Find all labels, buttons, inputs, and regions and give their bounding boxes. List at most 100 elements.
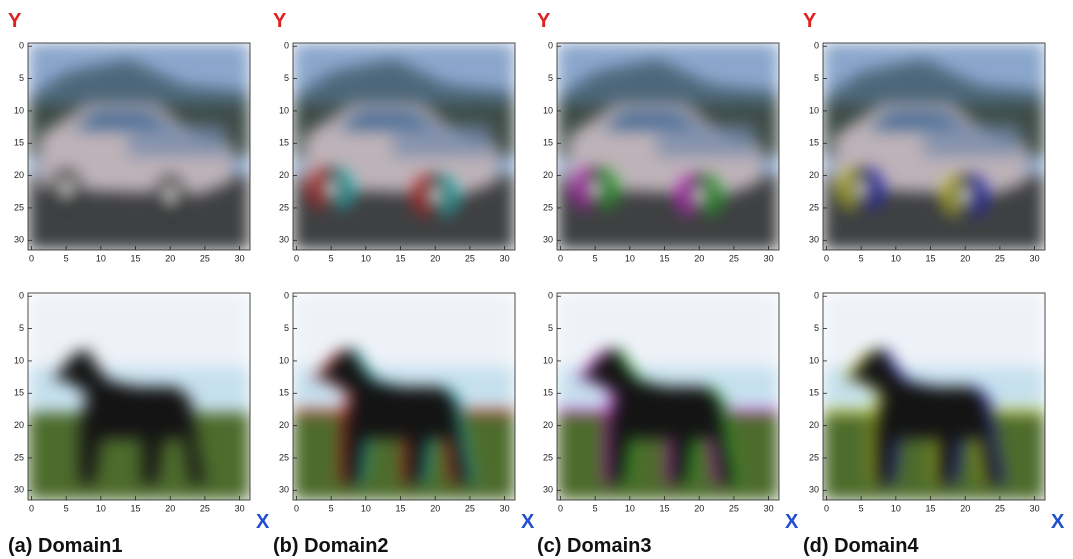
y-tick-label: 15 — [14, 138, 24, 148]
x-tick-label: 25 — [995, 253, 1005, 263]
y-tick-label: 15 — [14, 388, 24, 398]
y-tick-label: 0 — [284, 41, 289, 51]
x-tick-label: 15 — [396, 503, 406, 513]
x-tick-label: 15 — [131, 503, 141, 513]
hub — [428, 182, 442, 208]
y-tick-label: 0 — [548, 291, 553, 301]
x-tick-label: 5 — [64, 503, 69, 513]
y-tick-label: 30 — [543, 235, 553, 245]
hub — [854, 176, 868, 202]
y-axis-label: Y — [8, 10, 22, 32]
x-tick-label: 30 — [1030, 253, 1040, 263]
x-tick-label: 15 — [660, 503, 670, 513]
y-tick-label: 10 — [279, 105, 289, 115]
x-tick-label: 0 — [558, 253, 563, 263]
image — [28, 43, 250, 250]
x-tick-label: 5 — [859, 503, 864, 513]
x-tick-label: 10 — [96, 503, 106, 513]
car-side — [394, 124, 491, 156]
x-axis-label: X — [521, 511, 535, 533]
x-tick-label: 25 — [200, 253, 210, 263]
caption: (a) Domain1 — [8, 535, 122, 557]
y-tick-label: 25 — [279, 452, 289, 462]
y-tick-label: 20 — [543, 420, 553, 430]
y-tick-label: 30 — [279, 235, 289, 245]
x-tick-label: 5 — [593, 253, 598, 263]
y-tick-label: 5 — [548, 73, 553, 83]
y-tick-label: 5 — [284, 323, 289, 333]
y-tick-label: 30 — [279, 485, 289, 495]
y-tick-label: 25 — [279, 202, 289, 212]
x-tick-label: 25 — [465, 503, 475, 513]
y-tick-label: 5 — [19, 73, 24, 83]
y-tick-label: 30 — [809, 235, 819, 245]
image-panel — [557, 293, 779, 500]
hub — [59, 176, 73, 202]
y-tick-label: 5 — [284, 73, 289, 83]
y-tick-label: 15 — [279, 388, 289, 398]
y-tick-label: 10 — [14, 355, 24, 365]
image-panel — [823, 43, 1045, 250]
x-axis-label: X — [785, 511, 799, 533]
y-tick-label: 5 — [814, 323, 819, 333]
x-tick-label: 20 — [430, 253, 440, 263]
y-tick-label: 0 — [19, 291, 24, 301]
y-tick-label: 10 — [809, 105, 819, 115]
x-tick-label: 10 — [625, 503, 635, 513]
x-tick-label: 20 — [430, 503, 440, 513]
x-tick-label: 25 — [729, 503, 739, 513]
y-tick-label: 15 — [809, 138, 819, 148]
x-tick-label: 5 — [593, 503, 598, 513]
y-tick-label: 20 — [14, 420, 24, 430]
x-tick-label: 25 — [465, 253, 475, 263]
hub — [692, 182, 706, 208]
y-tick-label: 20 — [809, 420, 819, 430]
y-tick-label: 15 — [279, 138, 289, 148]
y-tick-label: 0 — [284, 291, 289, 301]
y-tick-label: 25 — [14, 452, 24, 462]
x-tick-label: 0 — [824, 503, 829, 513]
x-tick-label: 10 — [891, 253, 901, 263]
x-tick-label: 15 — [660, 253, 670, 263]
x-tick-label: 10 — [625, 253, 635, 263]
y-tick-label: 10 — [809, 355, 819, 365]
x-tick-label: 20 — [165, 503, 175, 513]
x-tick-label: 0 — [824, 253, 829, 263]
x-tick-label: 20 — [694, 253, 704, 263]
y-tick-label: 0 — [814, 291, 819, 301]
y-axis-label: Y — [273, 10, 287, 32]
y-tick-label: 25 — [543, 202, 553, 212]
image — [293, 43, 515, 250]
caption: (d) Domain4 — [803, 535, 919, 557]
y-axis-label: Y — [537, 10, 551, 32]
y-tick-label: 25 — [809, 452, 819, 462]
y-tick-label: 25 — [14, 202, 24, 212]
y-tick-label: 30 — [543, 485, 553, 495]
x-tick-label: 5 — [859, 253, 864, 263]
caption: (c) Domain3 — [537, 535, 651, 557]
y-tick-label: 5 — [814, 73, 819, 83]
caption: (b) Domain2 — [273, 535, 389, 557]
y-tick-label: 30 — [14, 485, 24, 495]
x-tick-label: 20 — [694, 503, 704, 513]
image — [28, 293, 250, 500]
y-tick-label: 15 — [543, 388, 553, 398]
x-tick-label: 15 — [396, 253, 406, 263]
x-tick-label: 25 — [995, 503, 1005, 513]
x-tick-label: 30 — [500, 503, 510, 513]
x-tick-label: 10 — [891, 503, 901, 513]
x-tick-label: 15 — [131, 253, 141, 263]
y-tick-label: 20 — [279, 170, 289, 180]
y-tick-label: 0 — [814, 41, 819, 51]
y-tick-label: 10 — [279, 355, 289, 365]
x-tick-label: 5 — [329, 503, 334, 513]
x-tick-label: 25 — [729, 253, 739, 263]
x-tick-label: 20 — [960, 253, 970, 263]
hub — [324, 176, 338, 202]
image-panel — [293, 43, 515, 250]
y-tick-label: 0 — [548, 41, 553, 51]
y-axis-label: Y — [803, 10, 817, 32]
y-tick-label: 25 — [809, 202, 819, 212]
hub — [588, 176, 602, 202]
y-tick-label: 30 — [809, 485, 819, 495]
